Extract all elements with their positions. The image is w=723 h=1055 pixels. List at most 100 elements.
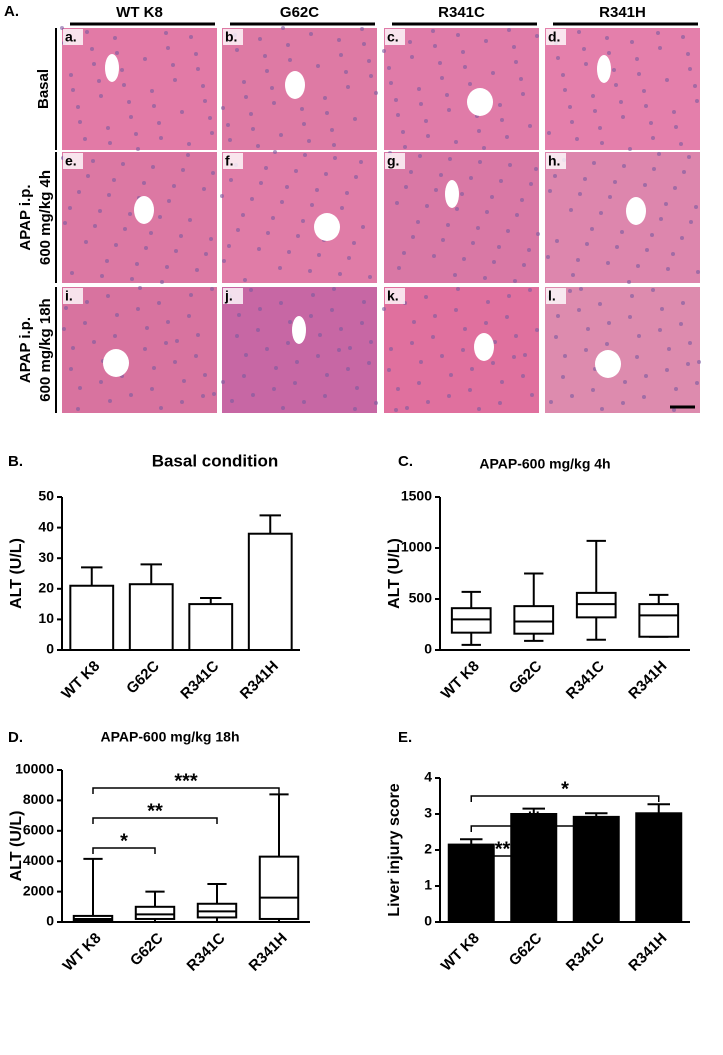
nucleus bbox=[682, 170, 686, 174]
nucleus bbox=[679, 142, 683, 146]
nucleus bbox=[521, 374, 525, 378]
box bbox=[134, 905, 176, 920]
nucleus bbox=[389, 347, 393, 351]
letter-bg bbox=[546, 153, 566, 169]
nucleus bbox=[492, 260, 496, 264]
nucleus bbox=[546, 255, 550, 259]
y-tick-label: 1000 bbox=[401, 539, 432, 555]
vessel bbox=[314, 213, 340, 241]
nucleus bbox=[673, 186, 677, 190]
nucleus bbox=[300, 107, 304, 111]
nucleus bbox=[204, 252, 208, 256]
y-tick-label: 0 bbox=[424, 913, 432, 929]
nucleus bbox=[418, 154, 422, 158]
nucleus bbox=[293, 381, 297, 385]
nucleus bbox=[586, 327, 590, 331]
x-tick-label: R341H bbox=[237, 658, 282, 703]
nucleus bbox=[549, 400, 553, 404]
nucleus bbox=[514, 334, 518, 338]
nucleus bbox=[652, 167, 656, 171]
nucleus bbox=[359, 160, 363, 164]
nucleus bbox=[243, 278, 247, 282]
nucleus bbox=[547, 131, 551, 135]
significance-label: * bbox=[561, 778, 569, 800]
row-label: APAP i.p. bbox=[17, 317, 34, 383]
panel-letter: j. bbox=[224, 288, 233, 304]
nucleus bbox=[441, 238, 445, 242]
nucleus bbox=[151, 165, 155, 169]
nucleus bbox=[84, 240, 88, 244]
nucleus bbox=[302, 400, 306, 404]
nucleus bbox=[627, 280, 631, 284]
panel-letter: k. bbox=[387, 288, 399, 304]
nucleus bbox=[599, 211, 603, 215]
nucleus bbox=[645, 248, 649, 252]
nucleus bbox=[71, 88, 75, 92]
nucleus bbox=[528, 124, 532, 128]
nucleus bbox=[664, 202, 668, 206]
nucleus bbox=[643, 183, 647, 187]
nucleus bbox=[166, 46, 170, 50]
nucleus bbox=[579, 287, 583, 291]
nucleus bbox=[478, 160, 482, 164]
nucleus bbox=[590, 227, 594, 231]
x-tick-label: R341H bbox=[625, 930, 670, 975]
x-tick-label: R341C bbox=[563, 658, 608, 703]
nucleus bbox=[86, 174, 90, 178]
nucleus bbox=[71, 346, 75, 350]
nucleus bbox=[296, 234, 300, 238]
nucleus bbox=[425, 204, 429, 208]
nucleus bbox=[311, 293, 315, 297]
nucleus bbox=[316, 354, 320, 358]
chart-title: APAP-600 mg/kg 18h bbox=[100, 729, 239, 745]
letter-bg bbox=[385, 153, 405, 169]
nucleus bbox=[187, 142, 191, 146]
nucleus bbox=[108, 141, 112, 145]
nucleus bbox=[637, 334, 641, 338]
nucleus bbox=[78, 386, 82, 390]
nucleus bbox=[194, 52, 198, 56]
nucleus bbox=[330, 128, 334, 132]
nucleus bbox=[528, 288, 532, 292]
nucleus bbox=[303, 153, 307, 157]
nucleus bbox=[389, 81, 393, 85]
nucleus bbox=[98, 209, 102, 213]
nucleus bbox=[576, 258, 580, 262]
nucleus bbox=[128, 212, 132, 216]
nucleus bbox=[598, 302, 602, 306]
panel-letter: c. bbox=[387, 29, 399, 45]
panel-label: E. bbox=[398, 729, 412, 746]
nucleus bbox=[360, 27, 364, 31]
nucleus bbox=[368, 275, 372, 279]
nucleus bbox=[419, 360, 423, 364]
nucleus bbox=[353, 117, 357, 121]
nucleus bbox=[97, 79, 101, 83]
nucleus bbox=[344, 70, 348, 74]
nucleus bbox=[279, 133, 283, 137]
nucleus bbox=[164, 341, 168, 345]
nucleus bbox=[672, 110, 676, 114]
y-tick-label: 500 bbox=[409, 590, 433, 606]
nucleus bbox=[227, 244, 231, 248]
y-tick-label: 30 bbox=[38, 549, 54, 565]
nucleus bbox=[454, 140, 458, 144]
nucleus bbox=[237, 313, 241, 317]
nucleus bbox=[689, 220, 693, 224]
x-tick-label: G62C bbox=[123, 657, 163, 697]
nucleus bbox=[83, 321, 87, 325]
nucleus bbox=[665, 78, 669, 82]
nucleus bbox=[630, 294, 634, 298]
nucleus bbox=[203, 373, 207, 377]
nucleus bbox=[348, 346, 352, 350]
nucleus bbox=[258, 37, 262, 41]
nucleus bbox=[622, 164, 626, 168]
nucleus bbox=[405, 406, 409, 410]
nucleus bbox=[69, 73, 73, 77]
y-tick-label: 3 bbox=[424, 805, 432, 821]
nucleus bbox=[570, 394, 574, 398]
nucleus bbox=[600, 141, 604, 145]
nucleus bbox=[483, 276, 487, 280]
nucleus bbox=[463, 65, 467, 69]
nucleus bbox=[180, 110, 184, 114]
bar bbox=[635, 812, 683, 924]
